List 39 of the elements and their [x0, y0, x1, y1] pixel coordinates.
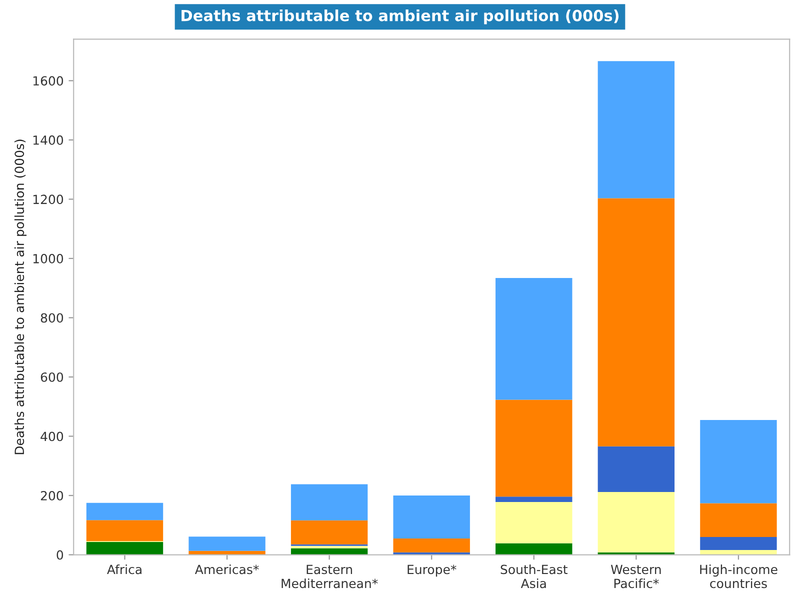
y-tick-label: 1000	[33, 254, 64, 264]
y-tick-label: 1600	[33, 76, 64, 86]
bar	[86, 542, 164, 555]
chart-title: Deaths attributable to ambient air pollution (000s)	[182, 9, 619, 24]
y-tick-label: 0	[56, 550, 64, 560]
y-tick-label: 1200	[33, 194, 64, 204]
bar	[188, 536, 266, 551]
bar	[496, 278, 572, 400]
x-tick-label: Eastern Mediterranean*	[282, 564, 378, 588]
bar	[496, 496, 572, 502]
bar	[598, 198, 675, 446]
bar	[393, 538, 470, 552]
x-tick-label: Americas*	[194, 564, 259, 574]
y-tick-label: 1400	[33, 135, 64, 145]
bar	[86, 502, 164, 520]
bar	[496, 502, 572, 544]
bar	[393, 496, 470, 538]
y-tick-label: 400	[40, 432, 64, 442]
bar	[86, 520, 164, 542]
y-tick-label: 600	[40, 372, 64, 382]
x-tick-label: Africa	[107, 564, 142, 574]
x-tick-label: High-income countries	[700, 564, 778, 588]
x-tick-label: Western Pacific*	[610, 564, 661, 588]
bar	[598, 446, 675, 492]
bar	[290, 548, 368, 555]
x-tick-label: South-East Asia	[500, 564, 568, 588]
x-tick-label: Europe*	[408, 564, 456, 577]
bar	[496, 400, 572, 497]
bar	[496, 543, 572, 555]
bar	[598, 61, 675, 198]
bar	[290, 520, 368, 544]
y-tick-label: 200	[40, 490, 64, 500]
bar	[290, 484, 368, 520]
bar	[598, 492, 675, 552]
bar	[700, 536, 777, 550]
y-tick-label: 800	[40, 313, 64, 323]
y-axis-title: Deaths attributable to ambient air pollution (000s)	[14, 140, 27, 454]
bar	[700, 503, 777, 537]
bar	[700, 420, 777, 504]
